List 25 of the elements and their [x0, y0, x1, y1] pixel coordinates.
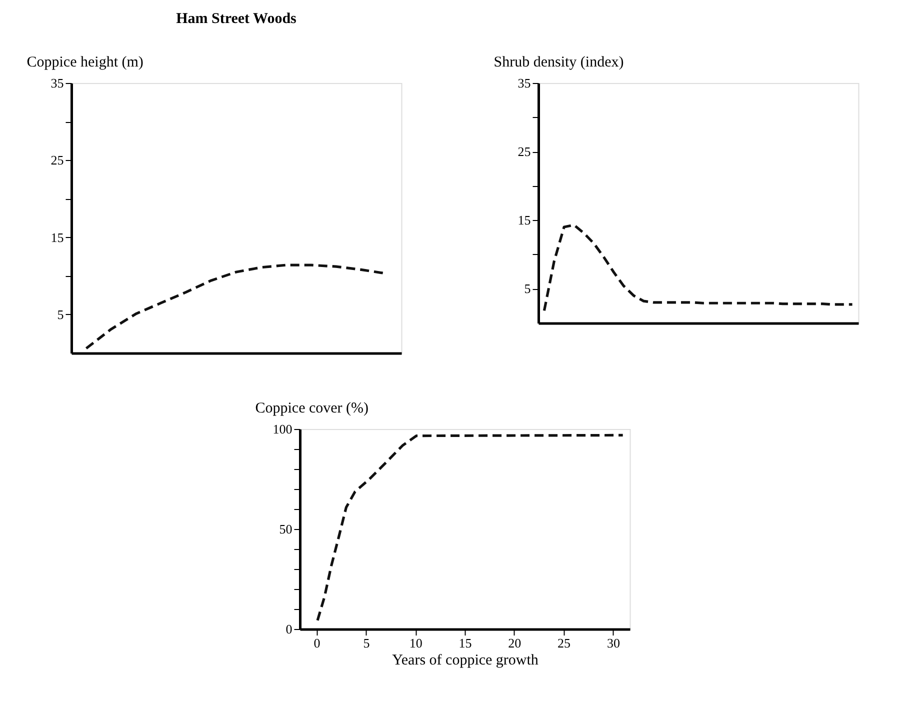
y-tick-label: 50 [279, 522, 292, 536]
y-tick-label: 15 [50, 230, 64, 245]
y-tick-label: 5 [57, 306, 64, 322]
y-axis-title: Coppice height (m) [26, 54, 144, 70]
x-tick-label: 25 [558, 636, 571, 650]
x-tick-label: 0 [314, 636, 320, 650]
x-tick-label: 20 [508, 636, 522, 650]
line-series [316, 434, 624, 622]
y-tick-label: 25 [50, 152, 64, 168]
y-tick-label: 35 [518, 76, 531, 90]
chart-title: Ham Street Woods [176, 11, 297, 27]
y-tick-label: 0 [286, 622, 292, 636]
x-tick-label: 30 [606, 636, 620, 650]
line-series [542, 224, 854, 312]
x-tick-label: 5 [363, 636, 370, 650]
y-tick-label: 5 [524, 281, 531, 296]
y-tick-label: 100 [272, 422, 292, 436]
y-tick-label: 25 [518, 144, 531, 160]
x-tick-label: 10 [409, 636, 422, 650]
y-axis-title: Shrub density (index) [494, 54, 624, 70]
x-tick-label: 15 [458, 636, 472, 650]
y-tick-label: 35 [50, 76, 64, 90]
x-axis-title: Years of coppice growth [392, 652, 539, 668]
y-tick-label: 15 [518, 212, 531, 228]
y-axis-title: Coppice cover (%) [255, 400, 369, 416]
